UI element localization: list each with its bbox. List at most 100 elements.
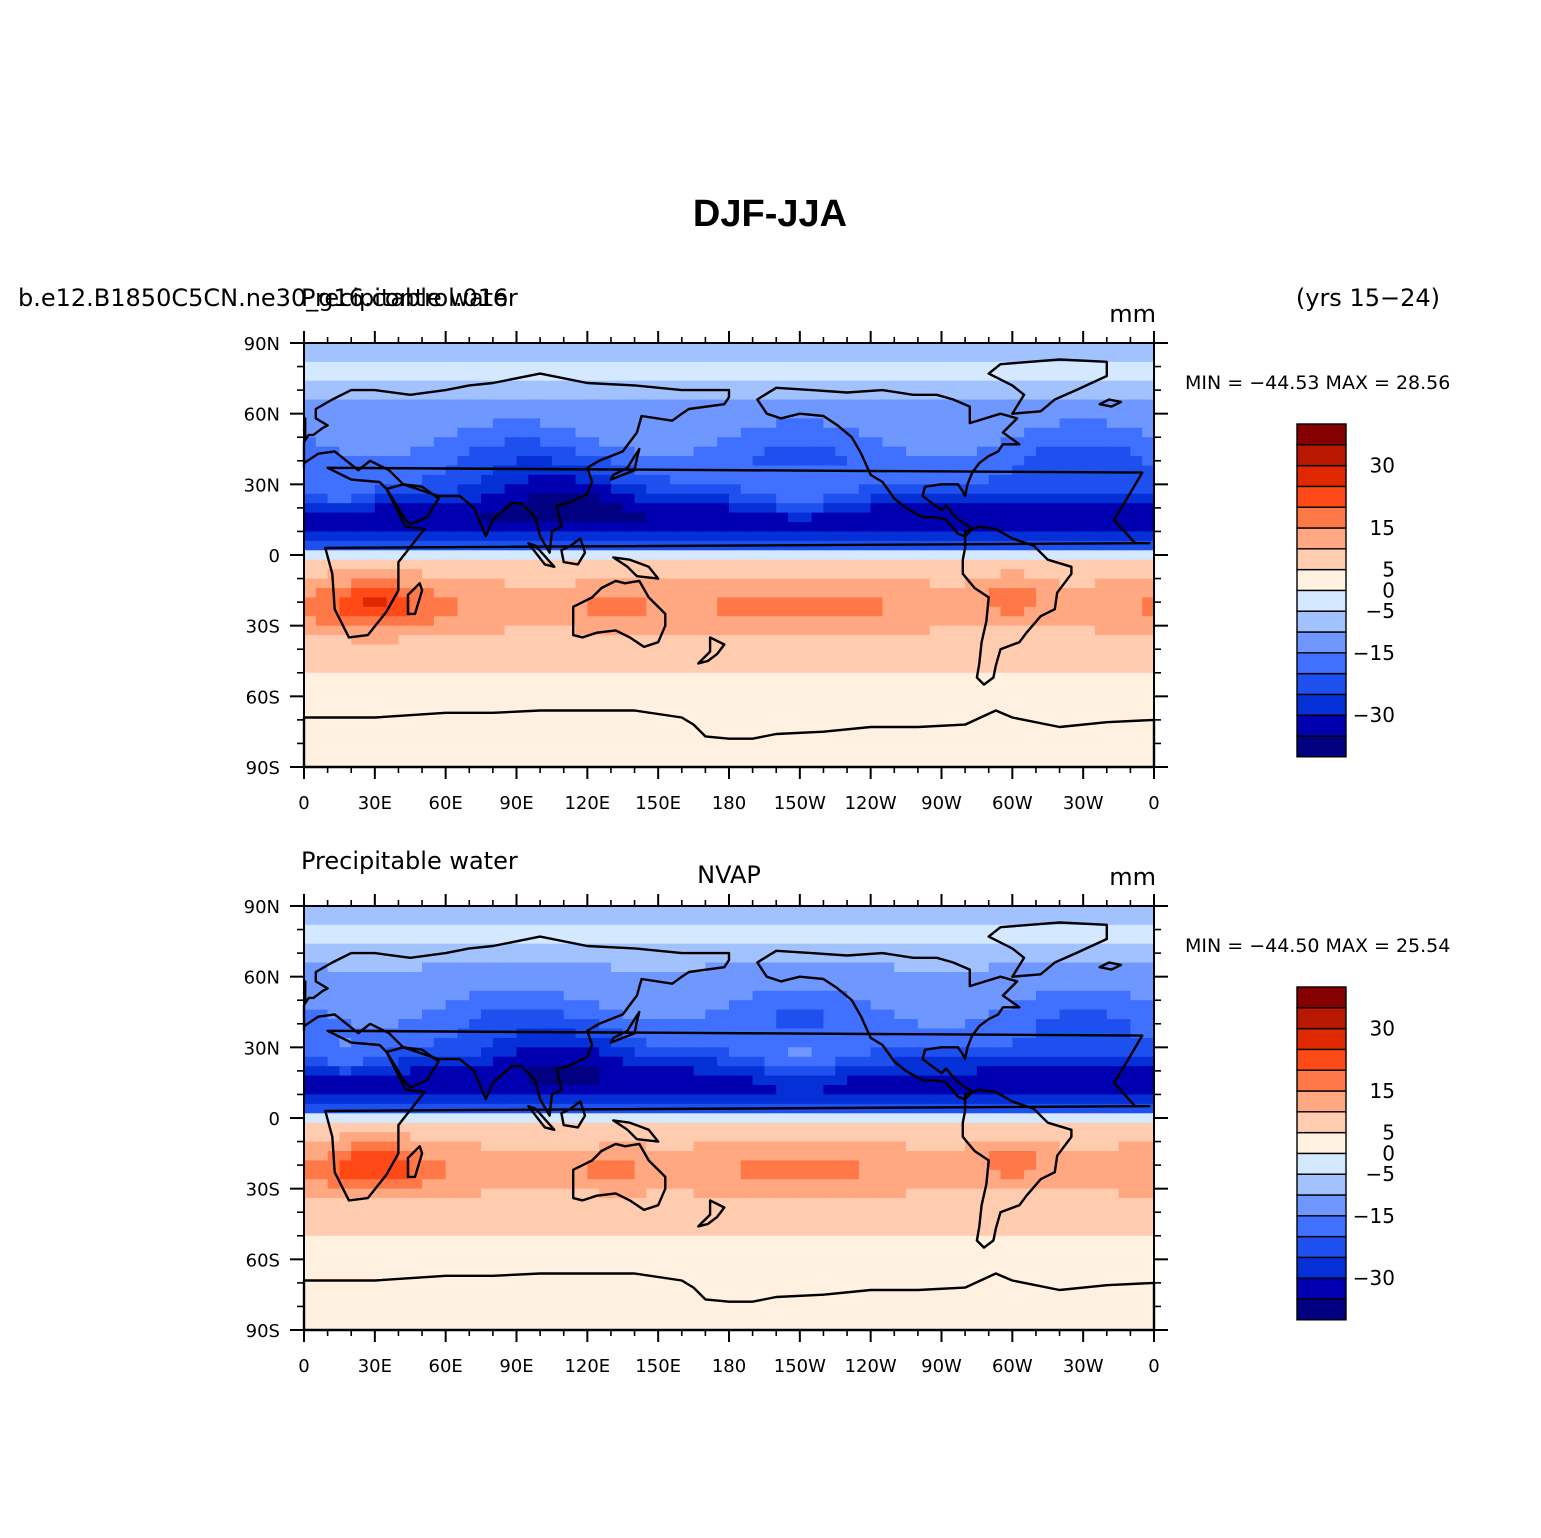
- field-cell: [917, 399, 931, 410]
- field-cell: [1106, 418, 1120, 429]
- field-cell: [823, 635, 836, 646]
- field-cell: [835, 1056, 848, 1067]
- field-cell: [1071, 569, 1084, 580]
- field-cell: [646, 361, 659, 372]
- field-cell: [481, 653, 494, 664]
- field-cell: [776, 427, 789, 438]
- field-cell: [929, 1000, 943, 1011]
- field-cell: [398, 559, 411, 570]
- field-cell: [764, 1037, 777, 1048]
- field-cell: [1071, 990, 1084, 1001]
- field-cell: [363, 484, 376, 495]
- field-cell: [882, 990, 895, 1001]
- field-cell: [1035, 371, 1049, 382]
- field-cell: [1024, 371, 1037, 382]
- field-cell: [811, 352, 825, 363]
- field-cell: [953, 1085, 966, 1096]
- field-cell: [315, 635, 329, 646]
- field-cell: [917, 943, 931, 954]
- field-cell: [858, 503, 872, 514]
- field-cell: [693, 437, 706, 448]
- field-cell: [1047, 1085, 1061, 1096]
- field-cell: [823, 981, 836, 992]
- field-cell: [610, 493, 624, 504]
- case-title: b.e12.B1850C5CN.ne30_g16.control.016: [18, 284, 508, 312]
- field-cell: [551, 343, 565, 354]
- field-cell: [858, 943, 872, 954]
- field-cell: [622, 569, 636, 580]
- field-cell: [764, 915, 777, 926]
- field-cell: [599, 981, 612, 992]
- field-cell: [433, 1056, 447, 1067]
- field-cell: [1142, 691, 1155, 702]
- field-cell: [669, 503, 683, 514]
- field-cell: [870, 635, 884, 646]
- field-cell: [1059, 446, 1072, 457]
- field-cell: [634, 924, 647, 935]
- field-cell: [788, 343, 801, 354]
- field-cell: [941, 569, 954, 580]
- field-cell: [799, 644, 813, 655]
- field-cell: [705, 729, 718, 740]
- field-cell: [1024, 399, 1037, 410]
- field-cell: [681, 1037, 695, 1048]
- field-cell: [540, 906, 553, 917]
- field-cell: [799, 748, 813, 759]
- field-cell: [752, 635, 766, 646]
- field-cell: [1059, 606, 1072, 617]
- field-cell: [823, 484, 836, 495]
- field-cell: [374, 456, 388, 467]
- field-cell: [315, 569, 329, 580]
- field-cell: [1024, 653, 1037, 664]
- field-cell: [669, 606, 683, 617]
- field-cell: [646, 701, 659, 712]
- field-cell: [575, 644, 588, 655]
- field-cell: [469, 569, 482, 580]
- field-cell: [433, 953, 447, 964]
- field-cell: [433, 981, 447, 992]
- field-cell: [729, 915, 742, 926]
- field-cell: [835, 644, 848, 655]
- field-cell: [847, 522, 860, 533]
- field-cell: [540, 361, 553, 372]
- axes-model: 0 30E 60E 90E 120E 150E 180 150W 120W 90W 60W 30W 09…: [244, 331, 1168, 814]
- field-cell: [870, 906, 884, 917]
- field-cell: [1035, 343, 1049, 354]
- field-cell: [729, 606, 742, 617]
- field-cell: [610, 616, 624, 627]
- field-cell: [1059, 437, 1072, 448]
- field-cell: [717, 981, 730, 992]
- field-cell: [563, 672, 577, 683]
- field-cell: [457, 559, 470, 570]
- field-cell: [941, 644, 954, 655]
- field-cell: [457, 625, 470, 636]
- field-cell: [764, 1075, 777, 1086]
- field-cell: [610, 644, 624, 655]
- field-cell: [847, 943, 860, 954]
- field-cell: [469, 653, 482, 664]
- field-cell: [811, 522, 825, 533]
- field-cell: [1047, 578, 1061, 589]
- field-cell: [941, 691, 954, 702]
- field-cell: [799, 1066, 813, 1077]
- field-cell: [374, 738, 388, 749]
- field-cell: [386, 672, 400, 683]
- field-cell: [339, 962, 352, 973]
- coastline: [961, 525, 1073, 686]
- field-cell: [788, 1019, 801, 1030]
- field-cell: [1012, 981, 1025, 992]
- field-cell: [1118, 493, 1131, 504]
- field-cell: [469, 390, 482, 401]
- field-cell: [1035, 943, 1049, 954]
- field-cell: [610, 399, 624, 410]
- field-cell: [587, 971, 600, 982]
- field-cell: [386, 343, 400, 354]
- field-cell: [917, 446, 931, 457]
- field-cell: [811, 710, 825, 721]
- field-cell: [764, 418, 777, 429]
- field-cell: [351, 569, 364, 580]
- field-cell: [1000, 540, 1013, 551]
- field-cell: [398, 427, 411, 438]
- field-cell: [906, 981, 919, 992]
- field-cell: [386, 962, 400, 973]
